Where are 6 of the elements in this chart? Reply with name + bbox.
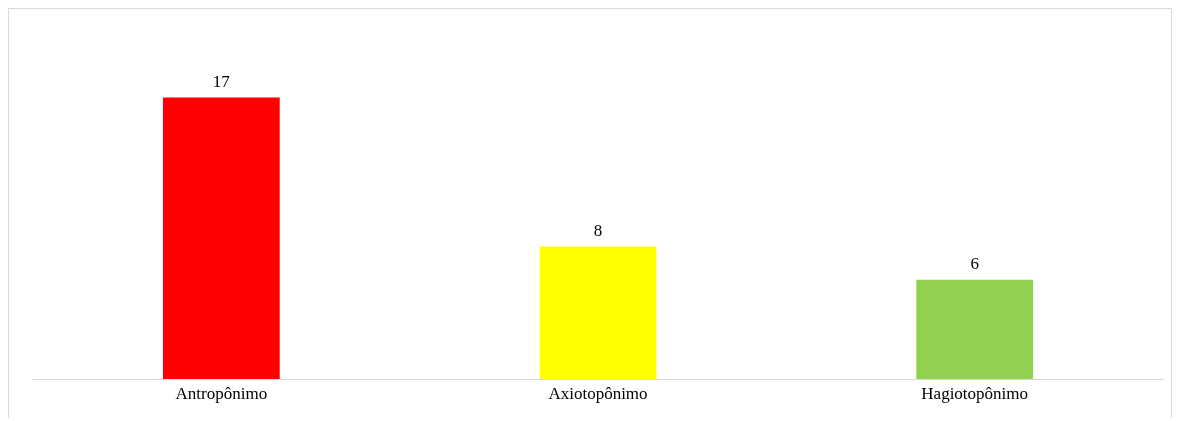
data-label: 6 [970,253,979,273]
x-tick-label: Antropônimo [175,384,268,403]
x-tick-label: Hagiotopônimo [921,384,1029,403]
data-label: 8 [593,220,603,240]
data-label: 17 [212,71,231,91]
x-tick-label: Axiotopônimo [548,384,648,403]
